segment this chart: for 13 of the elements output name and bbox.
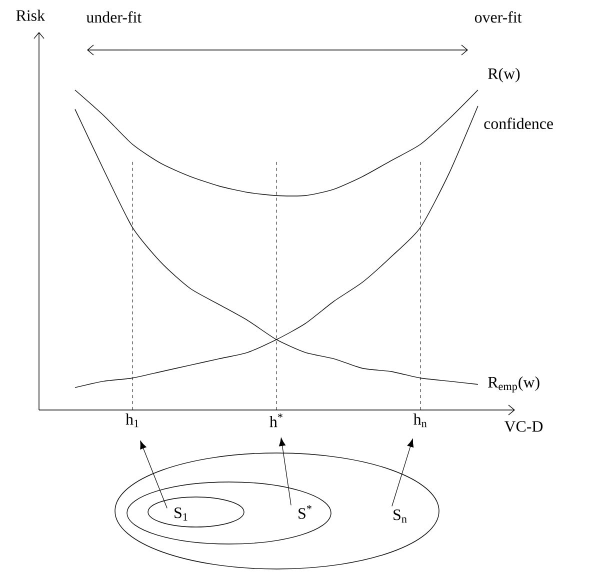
x-tick-label: h$_{n}$ [413,414,427,428]
y-axis-title: Risk [16,10,45,21]
x-tick-label: h$^{*}$ [270,414,282,428]
text: over-fit [474,11,522,23]
text: S$^{*}$ [298,505,312,519]
text: S$_{n}$ [394,509,407,523]
series-label: R(w) [488,68,520,82]
text: S$_{1}$ [174,507,188,521]
x-tick-label: h$_{1}$ [126,414,138,428]
x-axis-title: VC-D [504,421,543,432]
series-label: confidence [484,118,553,130]
text: under-fit [86,11,142,23]
series-label: R$_{emp}$(w) [488,376,540,392]
